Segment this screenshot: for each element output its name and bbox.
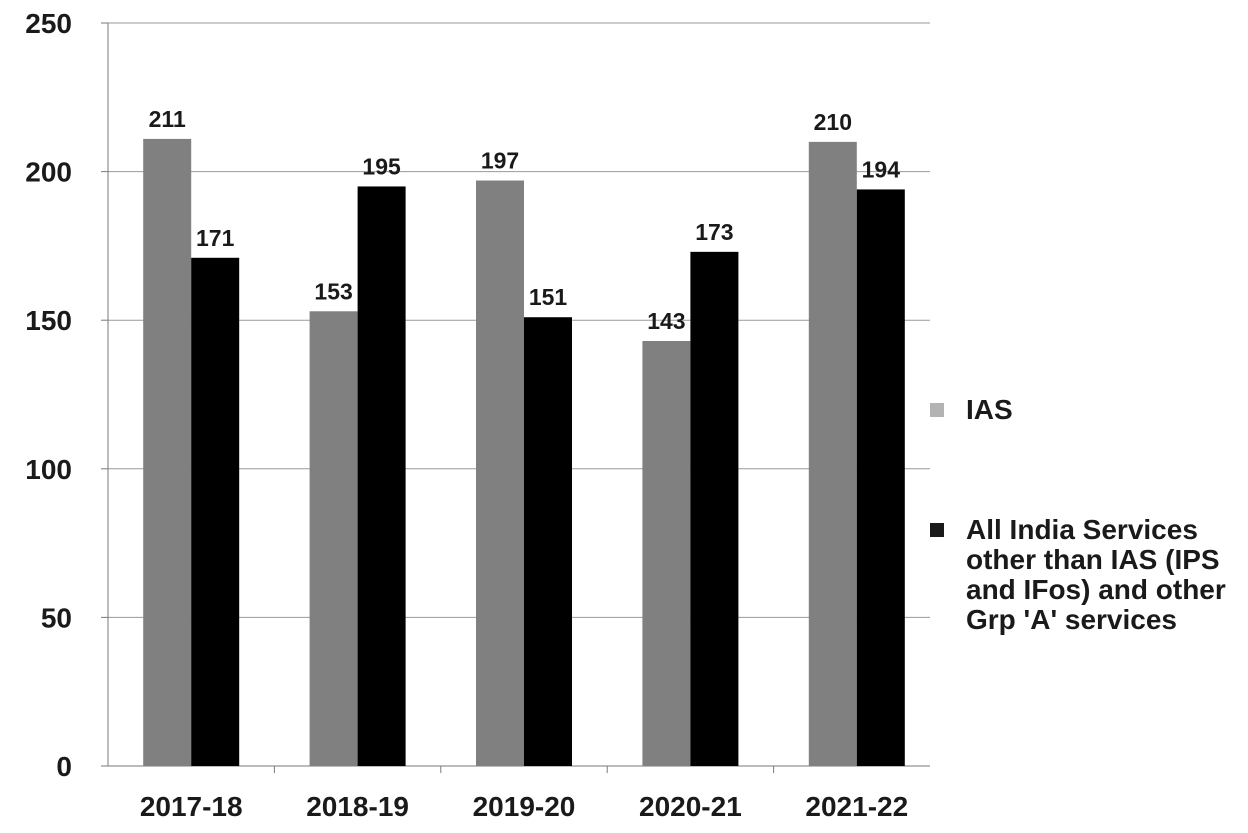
legend: IAS All India Services other than IAS (I…: [930, 395, 1248, 635]
bar-2020-21-series-0[interactable]: [642, 341, 691, 766]
data-label-2017-18-series-0: 211: [149, 106, 186, 132]
bar-2018-19-series-0[interactable]: [309, 311, 358, 766]
bar-2020-21-series-1[interactable]: [690, 251, 739, 766]
bar-2017-18-series-1[interactable]: [191, 257, 240, 766]
bar-2017-18-series-0[interactable]: [143, 138, 192, 766]
legend-label-other-services: All India Services other than IAS (IPS a…: [966, 514, 1226, 635]
y-tick-label-100: 100: [25, 454, 72, 485]
data-label-2019-20-series-1: 151: [529, 284, 568, 310]
x-tick-label-2020-21: 2020-21: [639, 791, 742, 822]
data-label-2019-20-series-0: 197: [481, 148, 519, 174]
legend-swatch-ias: [930, 403, 944, 417]
x-tick-label-2018-19: 2018-19: [306, 791, 409, 822]
data-label-2020-21-series-1: 173: [695, 219, 733, 245]
y-axis-ticks: 0 50 100 150 200 250: [25, 8, 108, 782]
bars: [143, 138, 905, 767]
bar-2019-20-series-0[interactable]: [476, 180, 524, 767]
y-tick-label-150: 150: [25, 305, 72, 336]
data-label-2021-22-series-1: 194: [862, 156, 901, 182]
data-label-2018-19-series-0: 153: [314, 278, 352, 304]
legend-swatch-other-services: [930, 523, 944, 537]
data-label-2017-18-series-1: 171: [196, 225, 235, 251]
bar-chart: 211 171 153 195 197 151 143 173 210 194 0 50 100 150…: [25, 8, 930, 822]
bar-2021-22-series-0[interactable]: [808, 141, 857, 766]
bar-2021-22-series-1[interactable]: [856, 189, 905, 766]
y-tick-label-50: 50: [41, 602, 72, 633]
bar-2018-19-series-1[interactable]: [357, 186, 406, 766]
y-tick-label-200: 200: [25, 157, 72, 188]
x-tick-label-2017-18: 2017-18: [140, 791, 243, 822]
legend-item-ias[interactable]: IAS: [930, 395, 1248, 425]
legend-item-other-services[interactable]: All India Services other than IAS (IPS a…: [930, 515, 1248, 635]
legend-label-ias: IAS: [966, 394, 1013, 425]
data-label-2021-22-series-0: 210: [814, 109, 852, 135]
x-axis-ticks: 2017-18 2018-19 2019-20 2020-21 2021-22: [140, 766, 908, 822]
x-tick-label-2019-20: 2019-20: [473, 791, 576, 822]
bar-2019-20-series-1[interactable]: [524, 317, 572, 766]
y-tick-label-0: 0: [56, 751, 72, 782]
data-label-2018-19-series-1: 195: [362, 153, 401, 179]
data-label-2020-21-series-0: 143: [647, 308, 685, 334]
y-tick-label-250: 250: [25, 8, 72, 39]
x-tick-label-2021-22: 2021-22: [805, 791, 908, 822]
data-labels: 211 171 153 195 197 151 143 173 210 194: [149, 106, 901, 334]
